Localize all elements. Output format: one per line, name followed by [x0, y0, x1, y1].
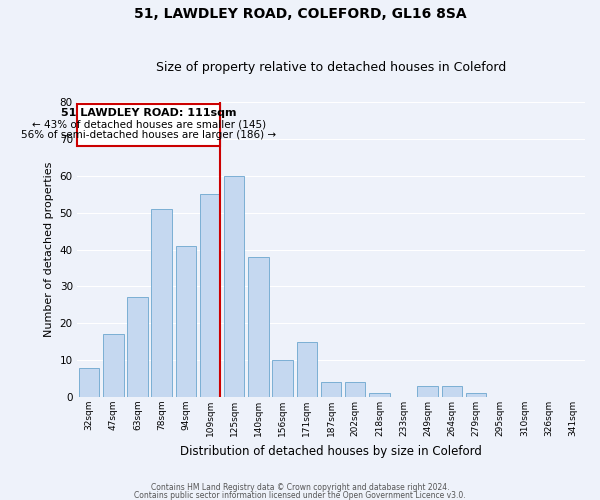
Text: 51 LAWDLEY ROAD: 111sqm: 51 LAWDLEY ROAD: 111sqm	[61, 108, 236, 118]
Text: Contains HM Land Registry data © Crown copyright and database right 2024.: Contains HM Land Registry data © Crown c…	[151, 484, 449, 492]
Text: 51, LAWDLEY ROAD, COLEFORD, GL16 8SA: 51, LAWDLEY ROAD, COLEFORD, GL16 8SA	[134, 8, 466, 22]
Bar	[200, 194, 220, 397]
Bar	[103, 334, 124, 397]
Bar	[151, 209, 172, 397]
Bar	[79, 368, 100, 397]
Bar	[321, 382, 341, 397]
Bar	[272, 360, 293, 397]
Bar	[369, 394, 389, 397]
Text: ← 43% of detached houses are smaller (145): ← 43% of detached houses are smaller (14…	[32, 120, 266, 130]
Text: Contains public sector information licensed under the Open Government Licence v3: Contains public sector information licen…	[134, 490, 466, 500]
Bar	[466, 394, 487, 397]
Bar	[127, 298, 148, 397]
Bar	[248, 257, 269, 397]
Bar	[176, 246, 196, 397]
Bar	[224, 176, 244, 397]
Title: Size of property relative to detached houses in Coleford: Size of property relative to detached ho…	[156, 62, 506, 74]
Text: 56% of semi-detached houses are larger (186) →: 56% of semi-detached houses are larger (…	[21, 130, 276, 140]
Bar	[345, 382, 365, 397]
Bar	[296, 342, 317, 397]
Y-axis label: Number of detached properties: Number of detached properties	[44, 162, 54, 337]
X-axis label: Distribution of detached houses by size in Coleford: Distribution of detached houses by size …	[180, 444, 482, 458]
Bar	[442, 386, 462, 397]
FancyBboxPatch shape	[77, 104, 220, 146]
Bar	[418, 386, 438, 397]
